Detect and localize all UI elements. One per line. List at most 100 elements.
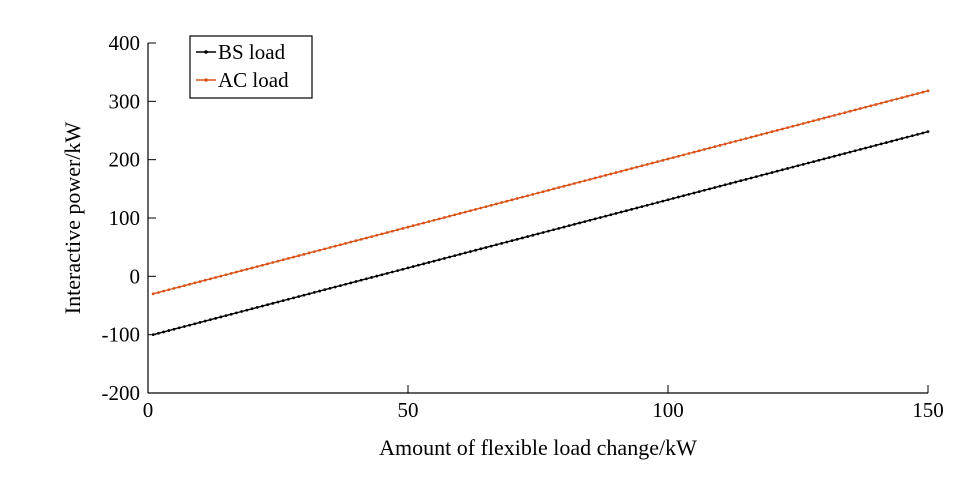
y-tick-label: 200 <box>109 148 141 172</box>
data-point-bs-load <box>588 218 592 222</box>
data-point-bs-load <box>479 247 483 251</box>
data-point-ac-load <box>588 177 592 181</box>
series-layer <box>151 89 930 337</box>
data-point-bs-load <box>417 263 420 267</box>
data-point-bs-load <box>427 261 431 264</box>
data-point-bs-load <box>833 154 836 158</box>
data-point-bs-load <box>838 153 841 157</box>
data-point-ac-load <box>344 242 347 245</box>
data-point-bs-load <box>713 186 717 189</box>
data-point-bs-load <box>422 262 425 266</box>
data-point-ac-load <box>531 192 535 196</box>
y-tick-label: -200 <box>102 381 141 405</box>
data-point-ac-load <box>245 267 249 271</box>
x-tick-label: 150 <box>912 398 944 422</box>
data-point-bs-load <box>604 214 607 218</box>
data-point-bs-load <box>380 273 384 277</box>
data-point-ac-load <box>422 221 425 225</box>
data-point-ac-load <box>697 149 701 153</box>
data-point-ac-load <box>177 285 181 289</box>
data-point-bs-load <box>183 325 186 328</box>
data-point-ac-load <box>916 92 919 95</box>
data-point-bs-load <box>484 246 488 249</box>
data-point-bs-load <box>261 304 264 308</box>
data-point-ac-load <box>495 202 498 206</box>
data-point-bs-load <box>151 333 155 337</box>
data-point-ac-load <box>708 146 711 150</box>
data-point-ac-load <box>266 262 269 266</box>
data-point-ac-load <box>843 111 847 115</box>
data-point-ac-load <box>443 216 446 219</box>
data-point-ac-load <box>562 184 566 188</box>
data-point-ac-load <box>723 142 727 146</box>
data-point-ac-load <box>406 225 410 229</box>
data-point-bs-load <box>370 276 373 279</box>
data-point-bs-load <box>531 233 535 237</box>
data-point-bs-load <box>765 172 769 176</box>
data-point-ac-load <box>682 153 685 157</box>
data-point-ac-load <box>895 97 899 101</box>
data-point-ac-load <box>640 164 644 168</box>
data-point-bs-load <box>255 306 259 309</box>
data-point-bs-load <box>157 331 160 335</box>
data-point-bs-load <box>396 269 399 273</box>
axes: -200 -100 0 100 200 300 400 0 50 100 150 <box>102 31 944 422</box>
data-point-bs-load <box>406 266 410 270</box>
data-point-ac-load <box>593 176 597 180</box>
x-axis-title: Amount of flexible load change/kW <box>379 435 697 460</box>
data-point-bs-load <box>536 232 540 236</box>
series-bs-load <box>151 130 930 337</box>
data-point-ac-load <box>630 167 633 170</box>
data-point-bs-load <box>495 243 498 247</box>
x-tick-label: 0 <box>143 398 154 422</box>
data-point-ac-load <box>229 272 233 275</box>
data-point-bs-load <box>500 241 503 245</box>
data-point-ac-load <box>703 148 706 151</box>
data-point-bs-load <box>344 282 347 286</box>
data-point-bs-load <box>547 229 550 233</box>
data-point-bs-load <box>848 150 852 154</box>
data-point-bs-load <box>453 254 457 258</box>
data-point-bs-load <box>801 162 805 166</box>
data-point-ac-load <box>219 274 223 278</box>
data-point-ac-load <box>885 100 888 104</box>
data-point-ac-load <box>552 187 555 191</box>
data-point-ac-load <box>578 180 581 184</box>
legend-label-bs-load: BS load <box>218 40 286 64</box>
data-point-bs-load <box>521 236 524 240</box>
data-point-ac-load <box>666 157 670 161</box>
data-point-ac-load <box>484 205 488 209</box>
data-point-bs-load <box>864 146 867 150</box>
data-point-ac-load <box>250 266 254 270</box>
data-point-ac-load <box>354 239 358 243</box>
data-point-bs-load <box>339 284 342 288</box>
data-point-ac-load <box>500 201 503 204</box>
data-point-bs-load <box>677 195 680 199</box>
data-point-bs-load <box>744 177 748 181</box>
data-point-ac-load <box>926 89 930 93</box>
data-point-bs-load <box>729 182 732 185</box>
data-point-bs-load <box>666 198 670 202</box>
data-point-ac-load <box>359 237 363 241</box>
y-tick-label: 400 <box>109 31 141 55</box>
data-point-bs-load <box>541 231 545 234</box>
data-point-ac-load <box>718 143 722 147</box>
data-point-ac-load <box>183 284 186 288</box>
data-point-bs-load <box>916 132 919 136</box>
data-point-ac-load <box>448 214 451 218</box>
data-point-ac-load <box>583 179 587 183</box>
data-point-ac-load <box>172 286 176 290</box>
data-point-ac-load <box>801 122 805 125</box>
data-point-bs-load <box>333 285 337 289</box>
data-point-bs-load <box>578 221 581 225</box>
data-point-bs-load <box>448 255 451 259</box>
data-point-ac-load <box>526 194 529 198</box>
data-point-ac-load <box>567 183 571 187</box>
data-point-ac-load <box>411 224 415 228</box>
data-point-ac-load <box>729 141 732 145</box>
data-point-bs-load <box>651 202 654 206</box>
data-point-ac-load <box>713 145 717 149</box>
data-point-bs-load <box>625 209 628 213</box>
data-point-ac-load <box>333 244 337 248</box>
data-point-bs-load <box>926 130 930 134</box>
